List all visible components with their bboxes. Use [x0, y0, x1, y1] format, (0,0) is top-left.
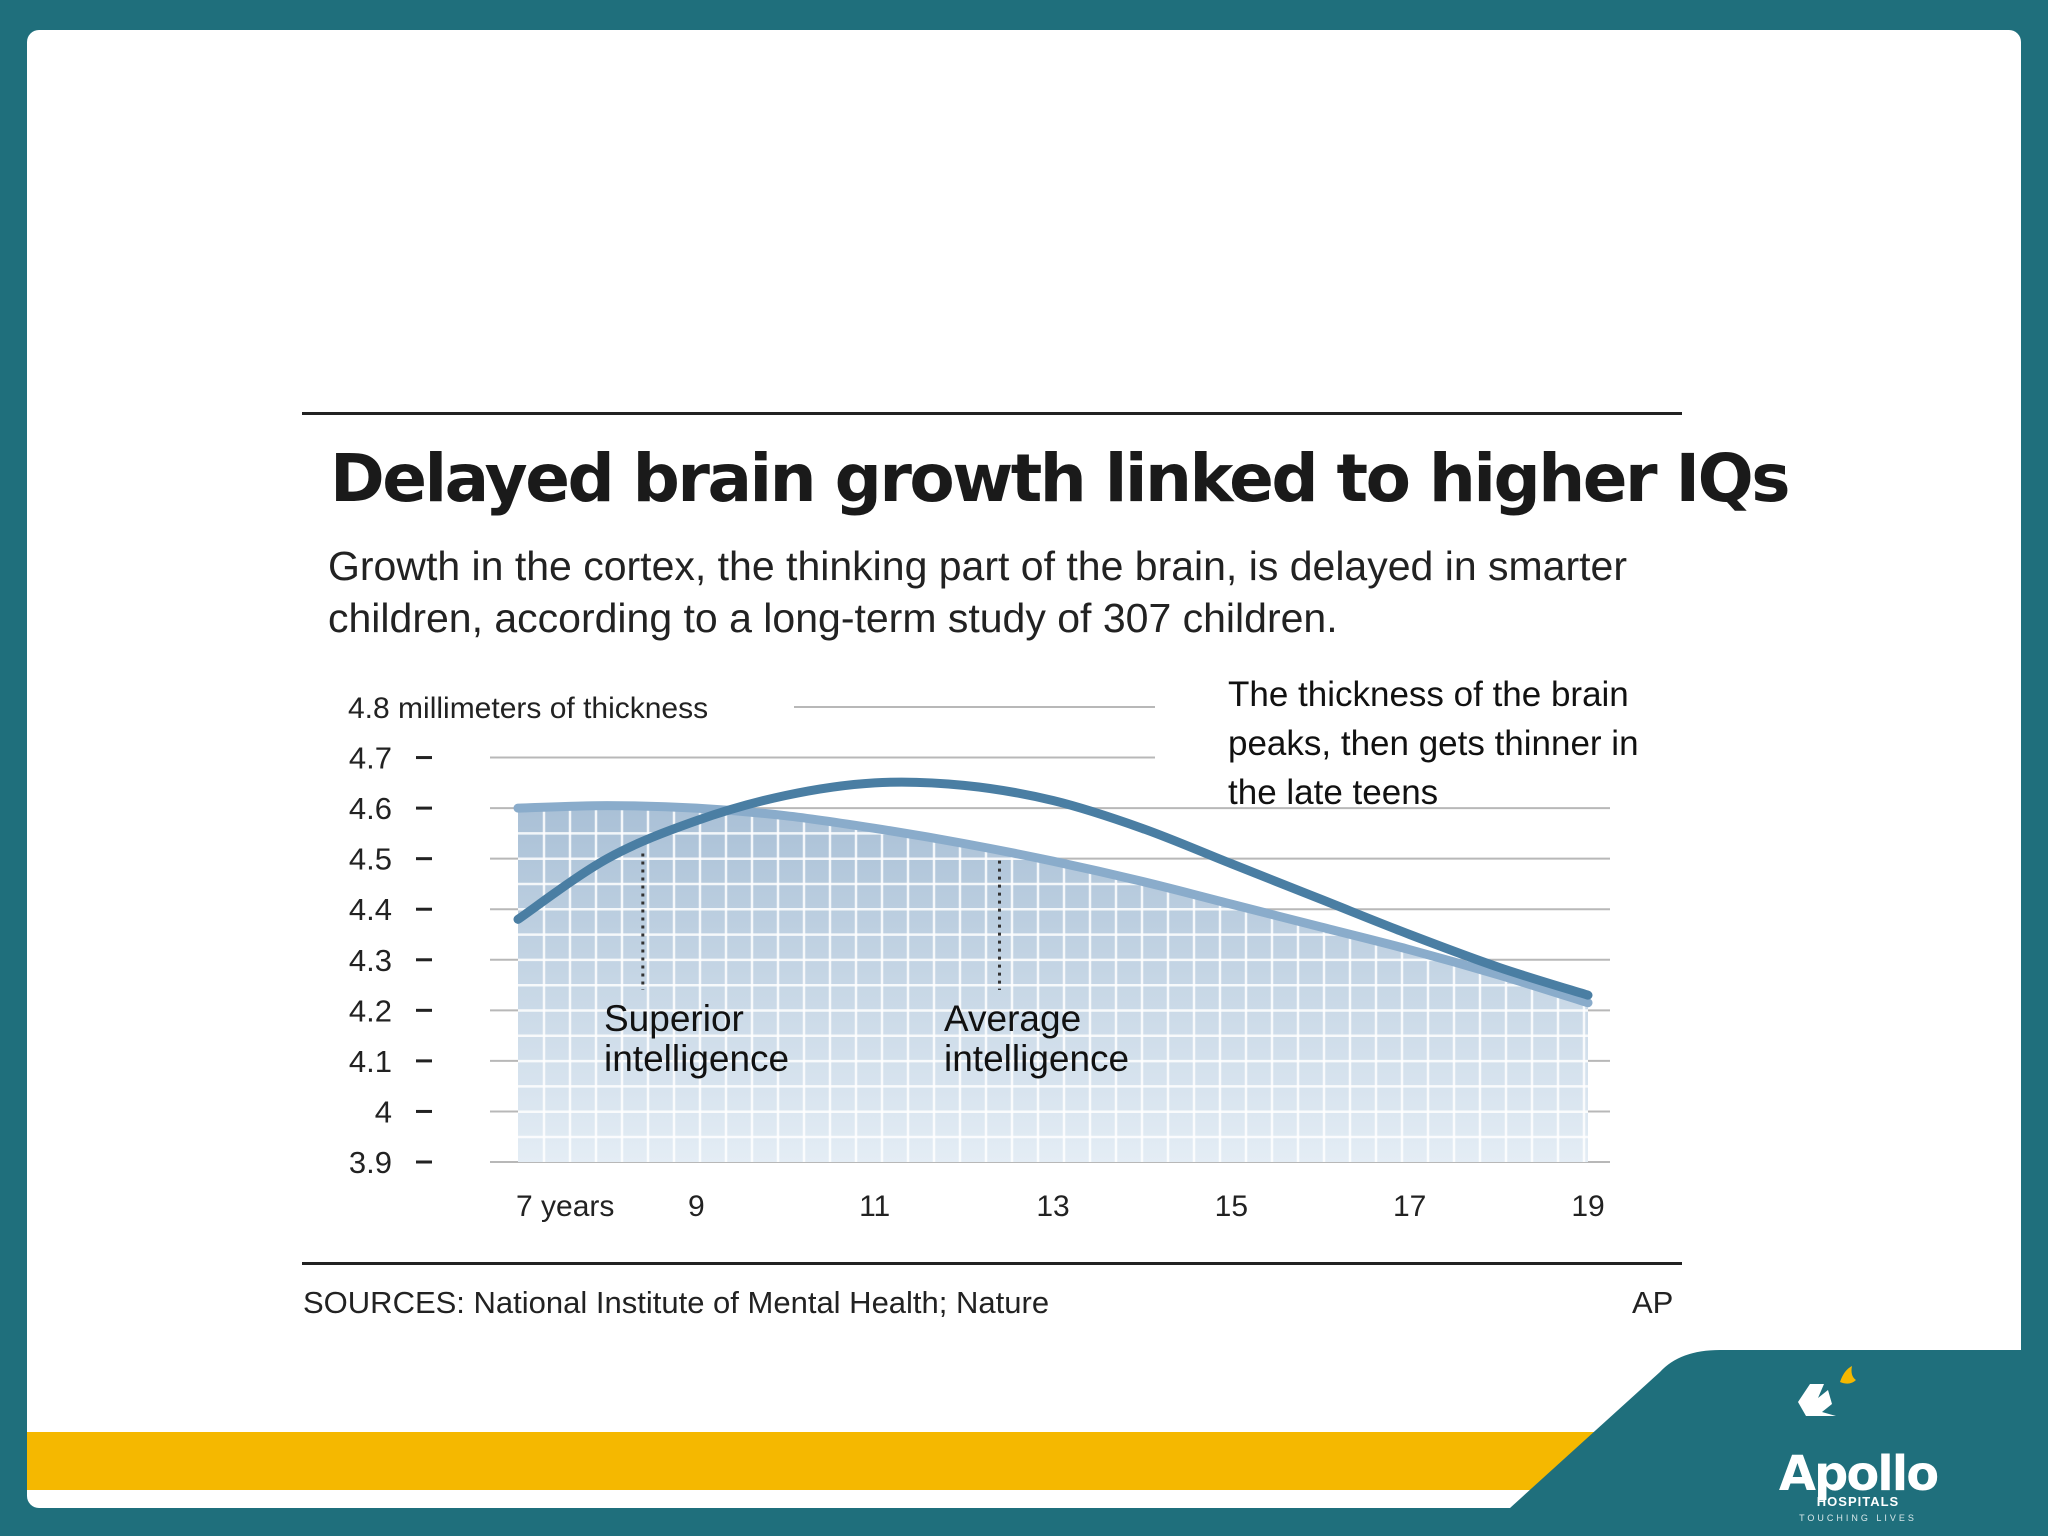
- x-tick-label: 13: [1036, 1190, 1069, 1223]
- series-label-line: Superior: [604, 998, 744, 1039]
- x-tick-label: 11: [859, 1190, 890, 1223]
- y-tick-label: 4.5: [349, 842, 392, 877]
- chart-source: SOURCES: National Institute of Mental He…: [303, 1285, 1050, 1320]
- x-tick-label: 7 years: [516, 1190, 614, 1223]
- x-tick-label: 15: [1215, 1190, 1248, 1223]
- x-tick-label: 17: [1393, 1190, 1426, 1223]
- series-markers: [641, 853, 1001, 990]
- x-tick-label: 19: [1571, 1190, 1604, 1223]
- label-backdrop: [346, 687, 794, 727]
- y-tick-label: 4: [375, 1094, 392, 1129]
- y-axis: 4.8 millimeters of thickness 4.7 4.6 4.5 4.4…: [348, 692, 708, 1180]
- series-label-line: intelligence: [944, 1038, 1129, 1079]
- y-tick-label: 4.2: [349, 993, 392, 1028]
- y-tick-label: 4.6: [349, 791, 392, 826]
- chart-title: Delayed brain growth linked to higher IQ…: [330, 440, 1791, 517]
- chart-credit: AP: [1632, 1285, 1674, 1320]
- y-tick-label: 4.3: [349, 943, 392, 978]
- superior-intelligence-label: Superior intelligence: [604, 998, 789, 1079]
- bottom-rule: [302, 1262, 1682, 1265]
- average-area-fill: [518, 805, 1588, 1162]
- y-tick-label: 3.9: [349, 1145, 392, 1180]
- y-tick-label: 4.7: [349, 741, 392, 776]
- slide-panel: [27, 30, 2021, 1508]
- average-intelligence-label: Average intelligence: [944, 998, 1129, 1079]
- superior-intelligence-line: [513, 777, 1593, 1000]
- y-tick-label: 4.8 millimeters of thickness: [348, 692, 708, 725]
- chart-subtitle: Growth in the cortex, the thinking part …: [328, 543, 1627, 641]
- series-lines: [513, 777, 1593, 1008]
- x-tick-label: 9: [688, 1190, 705, 1223]
- top-rule: [302, 412, 1682, 415]
- y-tick-label: 4.4: [349, 892, 392, 927]
- chart-annotation: The thickness of the brain peaks, then g…: [1228, 675, 1639, 812]
- average-intelligence-line: [513, 801, 1593, 1008]
- series-label-line: intelligence: [604, 1038, 789, 1079]
- series-label-line: Average: [944, 998, 1081, 1039]
- x-axis: 7 years 9 11 13 15 17 19: [516, 1190, 1605, 1223]
- y-tick-label: 4.1: [349, 1044, 392, 1079]
